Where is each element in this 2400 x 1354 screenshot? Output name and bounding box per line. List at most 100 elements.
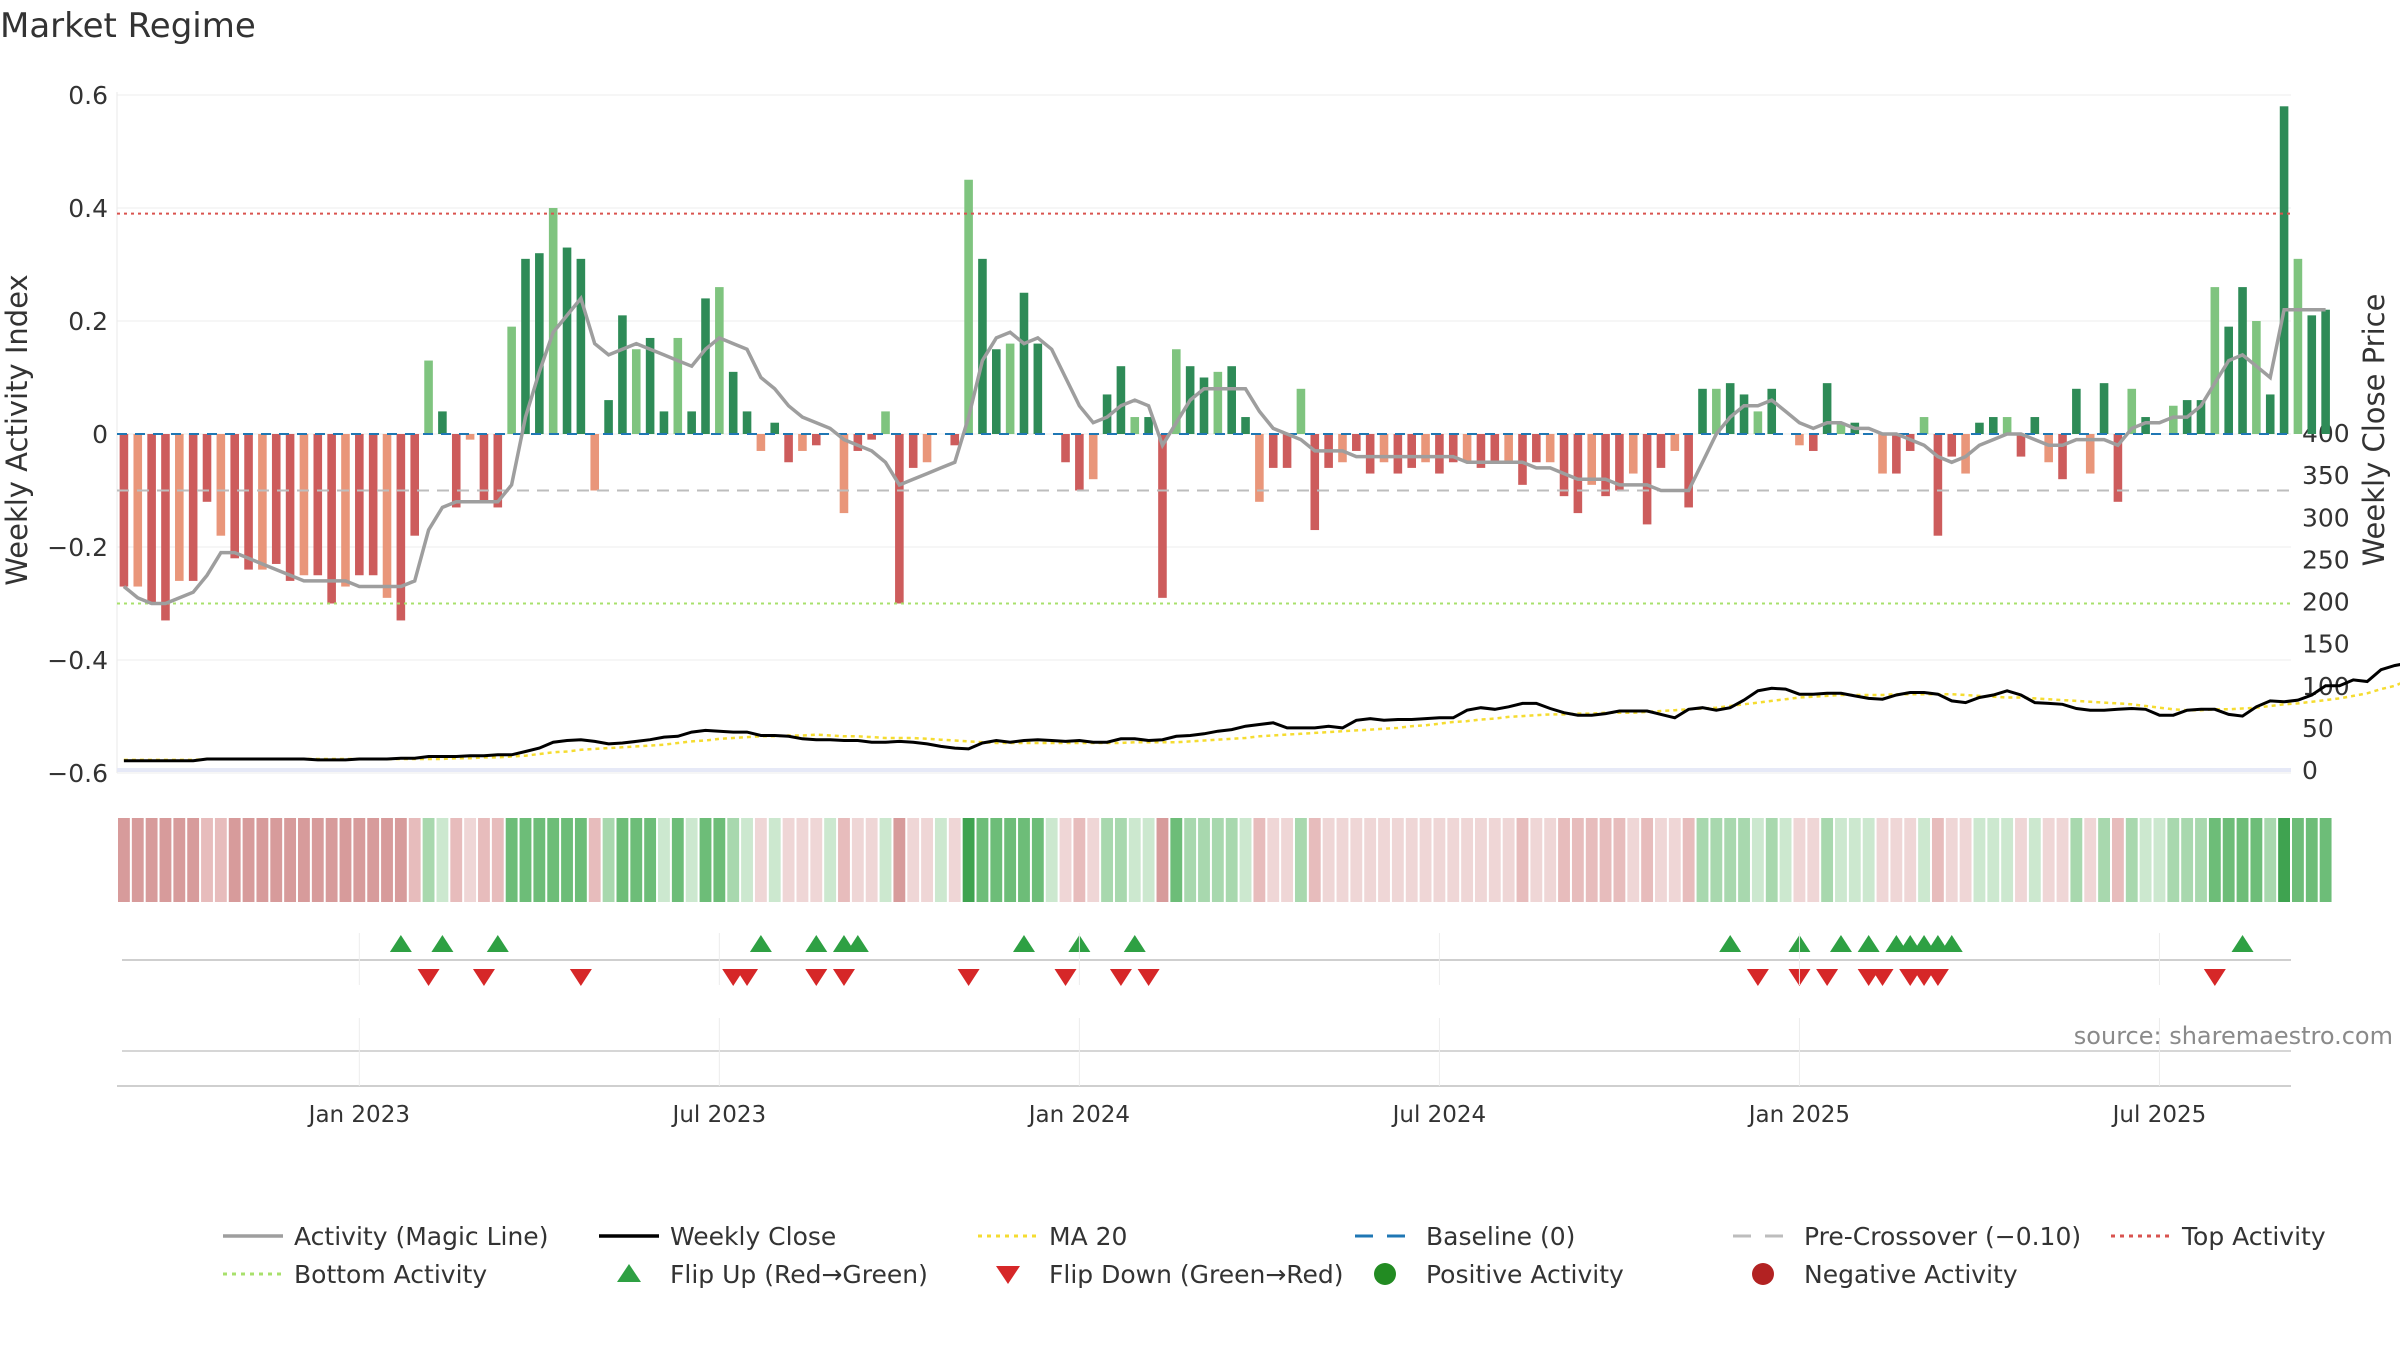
- regime-cell: [616, 818, 629, 902]
- activity-bar: [2210, 287, 2220, 434]
- activity-bar: [133, 434, 143, 587]
- activity-bar: [313, 434, 323, 576]
- flip-up-marker: [1123, 935, 1146, 952]
- chart-title: Market Regime: [0, 6, 256, 46]
- regime-cell: [1558, 818, 1570, 902]
- activity-bar: [1033, 343, 1043, 434]
- regime-cell: [547, 818, 560, 902]
- activity-bar: [742, 411, 752, 434]
- regime-cell: [1945, 818, 1958, 902]
- flip-down-marker: [1857, 969, 1880, 986]
- regime-cell: [810, 818, 823, 902]
- regime-cell: [990, 818, 1003, 902]
- activity-bar: [978, 258, 987, 434]
- flip-down-marker: [569, 969, 592, 986]
- x-tick-label: Jul 2023: [671, 1102, 767, 1128]
- activity-bar: [950, 434, 960, 446]
- activity-bar: [784, 434, 793, 463]
- legend-item-flip_up: Flip Up (Red→Green): [617, 1260, 928, 1289]
- regime-cell: [1336, 818, 1349, 902]
- regime-cell: [1308, 818, 1321, 902]
- regime-cell: [1682, 818, 1695, 902]
- regime-cell: [1378, 818, 1390, 902]
- activity-bar: [715, 287, 724, 434]
- regime-cell: [644, 818, 657, 902]
- regime-cell: [671, 818, 684, 902]
- regime-cell: [893, 818, 906, 902]
- regime-cell: [2305, 818, 2318, 902]
- regime-cell: [2319, 818, 2332, 902]
- regime-cell: [851, 818, 864, 902]
- activity-bar: [230, 434, 239, 559]
- regime-cell: [339, 818, 352, 902]
- regime-cell: [1101, 818, 1113, 902]
- regime-cell: [1225, 818, 1238, 902]
- legend-label: Negative Activity: [1804, 1260, 2018, 1289]
- activity-bar: [798, 434, 807, 451]
- regime-cell: [1585, 818, 1598, 902]
- activity-bar: [853, 434, 863, 451]
- regime-cell: [1696, 818, 1709, 902]
- activity-bar: [396, 434, 406, 621]
- activity-bar: [2224, 326, 2233, 434]
- y-right-tick-label: 150: [2302, 630, 2350, 659]
- regime-cell: [422, 818, 435, 902]
- regime-cell: [2056, 818, 2069, 902]
- regime-cell: [1475, 818, 1487, 902]
- regime-cell: [1170, 818, 1183, 902]
- regime-cell: [1004, 818, 1017, 902]
- regime-cell: [1765, 818, 1778, 902]
- regime-cell: [588, 818, 601, 902]
- regime-cell: [1461, 818, 1474, 902]
- regime-cell: [1031, 818, 1044, 902]
- regime-cell: [921, 818, 933, 902]
- activity-bar: [2307, 315, 2317, 434]
- legend-label: Flip Down (Green→Red): [1049, 1260, 1344, 1289]
- x-tick-label: Jan 2025: [1747, 1102, 1850, 1128]
- regime-cell: [284, 818, 297, 902]
- activity-bar: [1559, 434, 1569, 497]
- y-left-tick-label: −0.6: [47, 759, 108, 788]
- regime-cell: [1128, 818, 1141, 902]
- regime-cell: [1751, 818, 1764, 902]
- activity-bar: [618, 315, 627, 434]
- activity-bars: [119, 106, 2330, 621]
- activity-bar: [2113, 434, 2123, 502]
- regime-cell: [1267, 818, 1280, 902]
- activity-bar: [576, 258, 586, 434]
- activity-bar: [1435, 434, 1444, 474]
- flip-up-marker: [389, 935, 412, 952]
- activity-bar: [1698, 388, 1707, 434]
- legend-label: Top Activity: [2181, 1222, 2326, 1251]
- activity-bar: [1767, 388, 1777, 434]
- x-axis: Jan 2023 Jul 2023 Jan 2024 Jul 2024 Jan 2025…: [117, 933, 2291, 1128]
- activity-bar: [1739, 394, 1749, 434]
- magic-line: [122, 294, 2326, 606]
- activity-bar: [1421, 434, 1430, 463]
- activity-bar: [1199, 377, 1209, 434]
- regime-cell: [270, 818, 283, 902]
- regime-cell: [1114, 818, 1127, 902]
- activity-bar: [673, 337, 683, 434]
- activity-bar: [2016, 434, 2026, 457]
- regime-cell: [1184, 818, 1197, 902]
- y-right-tick-label: 200: [2302, 588, 2350, 617]
- activity-bar: [604, 400, 613, 434]
- regime-cell: [159, 818, 172, 902]
- activity-bar: [1088, 434, 1098, 480]
- flip-down-marker: [2203, 969, 2226, 986]
- flip-up-marker: [846, 935, 869, 952]
- activity-bar: [1144, 417, 1153, 434]
- regime-cell: [2167, 818, 2180, 902]
- regime-cell: [574, 818, 587, 902]
- regime-cell: [187, 818, 200, 902]
- activity-bar: [1379, 434, 1389, 463]
- activity-bar: [645, 337, 655, 434]
- activity-bar: [992, 349, 1001, 434]
- regime-cell: [948, 818, 961, 902]
- flip-up-marker: [1829, 935, 1852, 952]
- activity-bar: [202, 434, 212, 502]
- activity-bar: [1005, 343, 1015, 434]
- regime-cell: [1848, 818, 1861, 902]
- regime-cell: [2181, 818, 2194, 902]
